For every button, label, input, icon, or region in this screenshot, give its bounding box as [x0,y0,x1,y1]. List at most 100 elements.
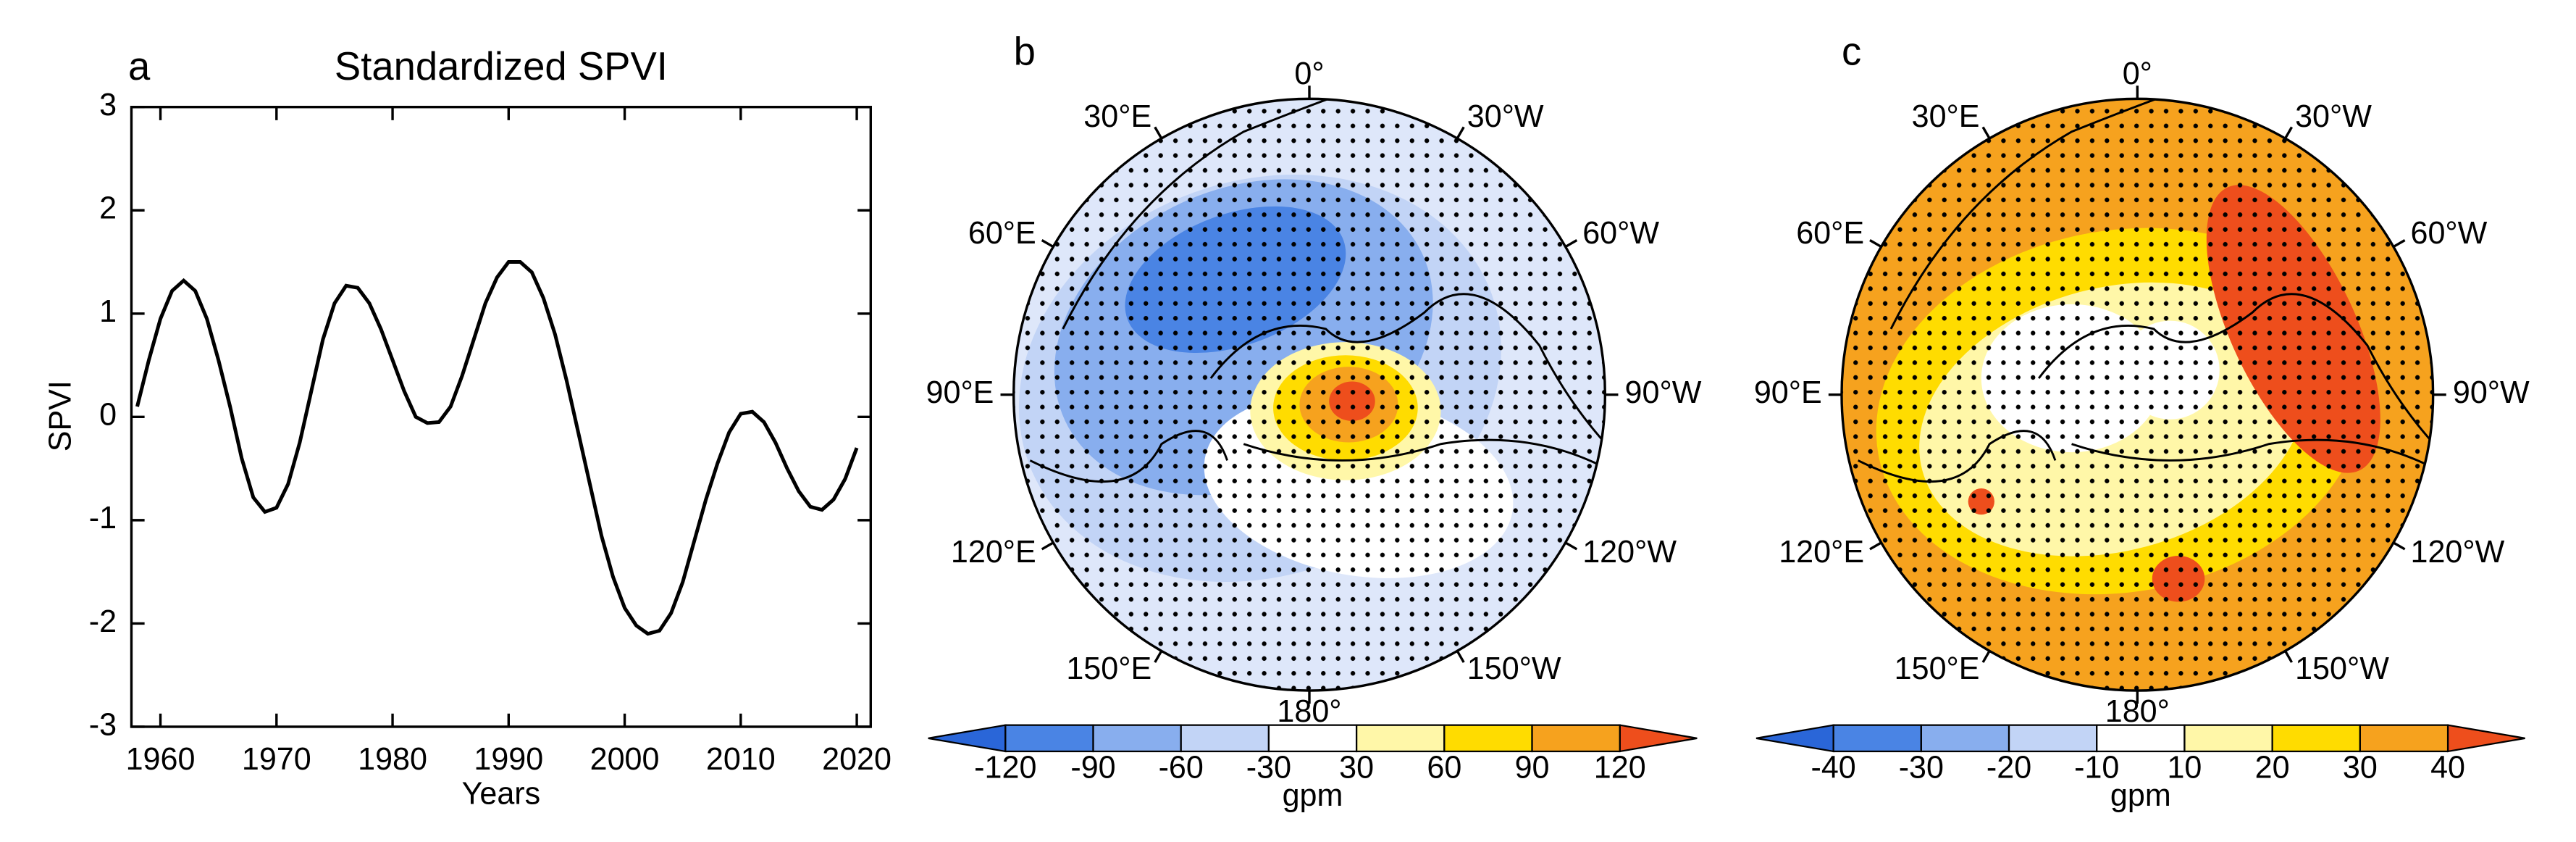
x-axis-label: Years [462,777,541,812]
lon-tick [1456,650,1465,663]
x-tick-label: 1980 [358,742,427,777]
chart-title: Standardized SPVI [335,44,668,88]
lon-tick [2393,541,2406,551]
y-tick-label: 1 [99,294,117,329]
colorbar-arrow [928,724,1007,753]
lon-tick [1981,650,1991,663]
colorbar-arrow [2446,724,2525,753]
panel-letter: b [1014,30,1036,74]
colorbar-label: 20 [2255,750,2290,785]
colorbar-label: -30 [1899,750,1944,785]
lon-label: 120°W [2411,535,2505,570]
colorbar-label: -10 [2074,750,2119,785]
lon-label: 180° [1277,694,1341,729]
lon-label: 90°E [926,375,994,410]
colorbar-box [1832,724,1922,753]
colorbar-box [1180,724,1270,753]
colorbar-label: 30 [2343,750,2378,785]
lon-label: 120°E [1779,535,1864,570]
x-tick-label: 2000 [590,742,660,777]
lon-tick [1041,541,1054,551]
lon-tick [1041,238,1054,249]
y-tick-label: 2 [99,191,117,226]
lon-label: 150°W [1467,651,1561,686]
lon-tick [1456,126,1465,139]
colorbar-label: 40 [2430,750,2465,785]
panel-letter: a [128,44,151,88]
x-tick-label: 1990 [474,742,543,777]
lon-label: 120°W [1582,535,1677,570]
colorbar-box [1267,724,1358,753]
lon-label: 150°E [1066,651,1151,686]
panel-letter: c [1842,30,1861,74]
y-tick-label: -2 [89,604,117,639]
colorbar-box [2359,724,2449,753]
y-tick-label: -1 [89,501,117,535]
lon-label: 180° [2105,694,2170,729]
colorbar-label: -60 [1159,750,1204,785]
colorbar-arrow [1619,724,1698,753]
colorbar-label: 90 [1515,750,1550,785]
colorbar-box [2271,724,2361,753]
lon-tick [1564,238,1578,249]
lon-label: 120°E [951,535,1036,570]
y-tick-label: 3 [99,88,117,122]
colorbar-title: gpm [2110,778,2171,813]
x-tick-label: 2010 [706,742,776,777]
series-line [135,260,859,636]
lon-label: 30°W [2295,99,2372,134]
lon-label: 30°W [1467,99,1544,134]
lon-tick [2284,650,2294,663]
lon-label: 150°W [2295,651,2389,686]
colorbar-label: 120 [1594,750,1646,785]
colorbar-label: 60 [1427,750,1461,785]
lon-label: 150°E [1895,651,1980,686]
lon-label: 90°W [1625,375,1702,410]
colorbar-box [2007,724,2098,753]
lon-tick [1154,126,1163,139]
colorbar-box [2183,724,2273,753]
x-tick-label: 2020 [822,742,891,777]
lon-tick [1154,650,1163,663]
lon-tick [2393,238,2406,249]
lon-label: 60°E [1796,216,1864,251]
colorbar-box [1920,724,2010,753]
colorbar-title: gpm [1283,778,1343,813]
stippling [1841,99,2433,691]
lon-tick [1869,238,1882,249]
colorbar-label: -20 [1986,750,2031,785]
lon-label: 90°W [2453,375,2530,410]
colorbar-box [1531,724,1621,753]
y-axis-label: SPVI [43,380,78,451]
plot-frame [130,106,873,728]
colorbar-box [2096,724,2186,753]
colorbar-label: 10 [2167,750,2202,785]
lon-tick [2284,126,2294,139]
stippling [1013,99,1606,691]
lon-label: 60°E [968,216,1036,251]
y-tick-label: -3 [89,707,117,742]
lon-label: 60°W [2411,216,2488,251]
lon-label: 30°E [1083,99,1151,134]
lon-label: 30°E [1912,99,1980,134]
lon-label: 0° [1294,57,1324,91]
lon-label: 0° [2123,57,2152,91]
colorbar-label: -120 [974,750,1036,785]
lon-label: 90°E [1754,375,1822,410]
lon-label: 60°W [1582,216,1659,251]
colorbar-arrow [1755,724,1834,753]
colorbar-label: -90 [1070,750,1115,785]
y-tick-label: 0 [99,398,117,433]
x-tick-label: 1960 [126,742,196,777]
colorbar-label: -30 [1246,750,1291,785]
map-field [1013,99,1606,691]
colorbar-box [1092,724,1182,753]
colorbar-label: -40 [1811,750,1855,785]
colorbar-box [1443,724,1533,753]
colorbar-box [1004,724,1094,753]
lon-tick [1869,541,1882,551]
colorbar-box [1355,724,1446,753]
map-field [1841,99,2433,691]
